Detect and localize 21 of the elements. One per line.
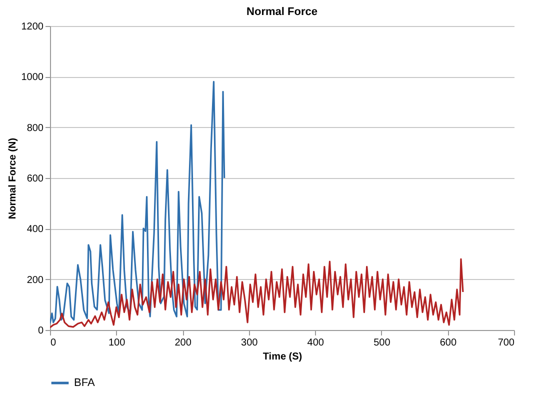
y-tick-label: 200 — [26, 274, 44, 286]
chart-title: Normal Force — [246, 6, 318, 18]
x-tick-label: 400 — [307, 338, 324, 348]
line-series — [50, 80, 226, 324]
y-tick-label: 400 — [26, 224, 44, 236]
x-tick-label: 0 — [50, 338, 56, 348]
x-tick-label: 300 — [241, 338, 258, 348]
x-tick-label: 100 — [108, 338, 126, 348]
legend-label: BFA — [74, 377, 96, 389]
y-axis-title: Normal Force (N) — [7, 138, 18, 220]
y-tick-label: 1000 — [21, 72, 44, 84]
y-tick-label: 800 — [26, 122, 44, 134]
x-tick-label: 500 — [374, 338, 391, 348]
x-tick-label: 200 — [174, 338, 192, 348]
y-tick-label: 1200 — [21, 22, 44, 32]
x-axis-title: Time (S) — [262, 352, 302, 362]
y-tick-label: 0 — [38, 326, 44, 336]
y-tick-label: 600 — [26, 174, 44, 184]
line-series — [50, 258, 464, 328]
x-tick-label: 700 — [498, 338, 515, 348]
x-tick-label: 600 — [440, 338, 457, 348]
